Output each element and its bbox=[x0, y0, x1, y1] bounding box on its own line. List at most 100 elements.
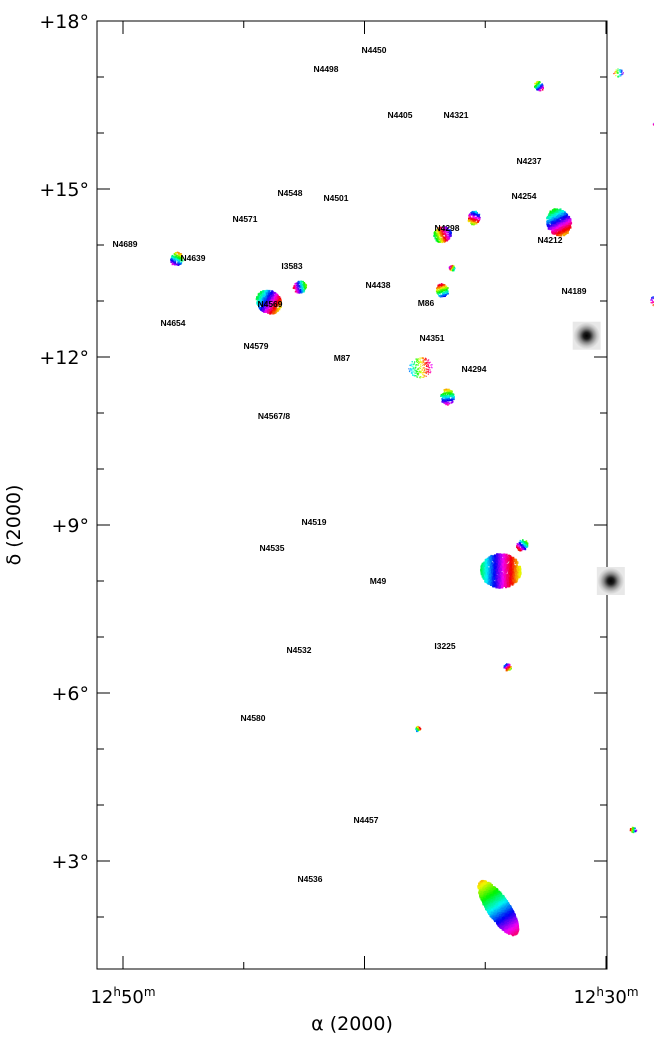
velocity-pixel bbox=[622, 73, 624, 75]
velocity-pixel bbox=[558, 229, 561, 232]
x-tick-label: 12h50m bbox=[90, 985, 155, 1008]
velocity-pixel bbox=[556, 208, 559, 211]
velocity-pixel bbox=[540, 86, 543, 88]
velocity-pixel bbox=[553, 228, 556, 231]
velocity-pixel bbox=[617, 76, 619, 78]
velocity-pixel bbox=[619, 71, 621, 73]
velocity-pixel bbox=[551, 217, 554, 220]
x-tick-minutes: 50 bbox=[121, 987, 144, 1008]
velocity-pixel bbox=[618, 70, 621, 72]
velocity-pixel bbox=[557, 221, 560, 224]
velocity-pixel bbox=[559, 214, 562, 217]
velocity-pixel bbox=[618, 75, 620, 77]
y-tick-label: +9° bbox=[51, 515, 89, 537]
x-tick-h-mark: h bbox=[113, 985, 121, 999]
x-tick-hours: 12 bbox=[90, 987, 113, 1008]
axis-ticks bbox=[97, 20, 607, 969]
velocity-pixel bbox=[539, 85, 542, 88]
velocity-pixel bbox=[555, 211, 558, 214]
velocity-pixel bbox=[538, 85, 540, 87]
velocity-pixel bbox=[535, 82, 538, 85]
velocity-pixel bbox=[548, 213, 551, 216]
velocity-pixel bbox=[616, 71, 619, 73]
x-tick-m-mark: m bbox=[144, 985, 156, 999]
velocity-pixel bbox=[541, 85, 544, 88]
elliptical-m49 bbox=[596, 567, 625, 595]
velocity-pixel bbox=[615, 69, 617, 71]
velocity-pixel bbox=[554, 208, 557, 211]
velocity-pixel bbox=[538, 81, 541, 83]
velocity-pixel bbox=[554, 212, 557, 215]
velocity-pixel bbox=[552, 211, 555, 214]
velocity-pixel bbox=[566, 230, 569, 233]
velocity-pixel bbox=[539, 89, 542, 92]
velocity-pixel bbox=[557, 215, 560, 218]
x-tick-labels: 12h50m12h30m12h10m bbox=[90, 985, 639, 1008]
velocity-pixel bbox=[559, 209, 562, 212]
velocity-pixel bbox=[563, 224, 566, 227]
velocity-field-n4501 bbox=[546, 208, 573, 237]
velocity-pixel bbox=[560, 234, 563, 237]
velocity-pixel bbox=[558, 211, 561, 214]
velocity-pixel bbox=[536, 84, 539, 86]
velocity-pixel bbox=[548, 226, 551, 229]
velocity-pixel bbox=[569, 226, 572, 229]
velocity-pixel bbox=[621, 72, 623, 74]
y-tick-label: +18° bbox=[39, 11, 89, 33]
velocity-pixel bbox=[546, 223, 549, 226]
y-tick-label: +15° bbox=[39, 179, 89, 201]
velocity-pixel bbox=[537, 86, 540, 88]
velocity-pixel bbox=[560, 233, 563, 236]
velocity-pixel bbox=[549, 224, 552, 227]
velocity-pixel bbox=[549, 219, 552, 222]
velocity-pixel bbox=[540, 87, 543, 89]
velocity-pixel bbox=[613, 73, 615, 75]
x-tick-minutes: 30 bbox=[604, 987, 627, 1008]
velocity-pixel bbox=[541, 83, 543, 86]
velocity-pixel bbox=[564, 226, 567, 229]
velocity-pixel bbox=[555, 229, 558, 232]
velocity-pixel bbox=[617, 68, 619, 70]
velocity-pixel bbox=[558, 221, 561, 224]
velocity-pixel bbox=[621, 74, 623, 76]
velocity-pixel bbox=[622, 72, 624, 74]
velocity-pixel bbox=[565, 214, 568, 217]
velocity-pixel bbox=[536, 88, 539, 91]
velocity-pixel bbox=[564, 221, 567, 224]
velocity-pixel bbox=[555, 219, 558, 222]
velocity-pixel bbox=[564, 222, 567, 225]
velocity-pixel bbox=[620, 69, 622, 71]
velocity-pixel bbox=[619, 70, 621, 72]
velocity-pixel bbox=[615, 71, 618, 73]
velocity-pixel bbox=[564, 219, 567, 222]
y-tick-label: +12° bbox=[39, 347, 89, 369]
velocity-pixel bbox=[552, 217, 555, 220]
x-tick-m-mark: m bbox=[627, 985, 639, 999]
velocity-pixel bbox=[556, 213, 559, 216]
velocity-pixel bbox=[534, 86, 537, 88]
spiral-galaxies bbox=[170, 68, 654, 937]
velocity-pixel bbox=[556, 219, 559, 222]
elliptical-m87 bbox=[572, 321, 601, 350]
velocity-pixel bbox=[562, 225, 565, 228]
velocity-pixel bbox=[617, 75, 619, 77]
velocity-pixel bbox=[549, 227, 552, 230]
velocity-pixel bbox=[552, 218, 555, 221]
velocity-pixel bbox=[538, 84, 541, 86]
velocity-pixel bbox=[548, 221, 551, 224]
velocity-pixel bbox=[566, 223, 569, 226]
velocity-pixel bbox=[619, 74, 621, 76]
velocity-pixel bbox=[554, 210, 557, 213]
velocity-pixel bbox=[616, 72, 618, 74]
velocity-pixel bbox=[566, 231, 569, 234]
velocity-pixel bbox=[534, 85, 537, 87]
velocity-pixel bbox=[536, 81, 539, 83]
velocity-pixel bbox=[615, 70, 618, 72]
velocity-pixel bbox=[562, 224, 565, 227]
velocity-pixel bbox=[562, 216, 565, 219]
velocity-pixel bbox=[567, 228, 570, 231]
velocity-pixel bbox=[619, 74, 622, 76]
elliptical-galaxies bbox=[572, 321, 625, 595]
velocity-pixel bbox=[617, 70, 619, 72]
